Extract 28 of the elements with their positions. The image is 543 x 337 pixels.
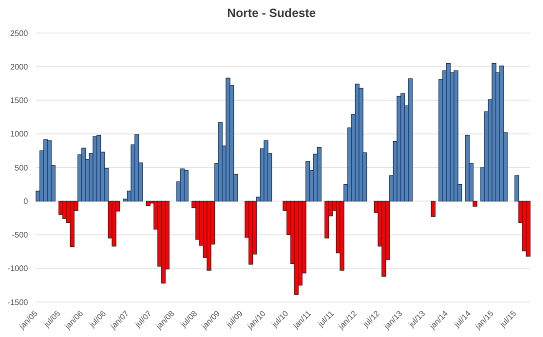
y-tick-label: 2000 — [10, 62, 29, 72]
y-tick-label: 500 — [14, 163, 29, 172]
y-tick-label: -1500 — [8, 298, 29, 307]
bar — [430, 200, 436, 217]
bar — [382, 200, 386, 277]
bar — [70, 200, 74, 248]
y-tick-label: 2500 — [10, 28, 29, 38]
y-tick-label: 1500 — [10, 96, 29, 106]
bar — [324, 200, 330, 238]
bar — [184, 170, 188, 202]
chart-title: Norte - Sudeste — [226, 6, 317, 20]
bar — [206, 200, 212, 271]
bar — [112, 200, 116, 246]
bar — [465, 134, 470, 202]
bar — [454, 70, 458, 202]
y-tick-label: -500 — [12, 230, 29, 240]
bar — [134, 134, 140, 202]
y-tick-label: 0 — [24, 196, 29, 206]
bar — [358, 88, 364, 202]
bar — [526, 200, 530, 257]
bar — [408, 78, 413, 202]
bar — [264, 140, 268, 202]
y-tick-label: 1000 — [10, 130, 29, 139]
bar — [316, 147, 322, 202]
bar — [47, 140, 52, 202]
bar — [218, 122, 223, 202]
bar — [96, 134, 102, 202]
y-tick-label: -1000 — [8, 264, 29, 274]
